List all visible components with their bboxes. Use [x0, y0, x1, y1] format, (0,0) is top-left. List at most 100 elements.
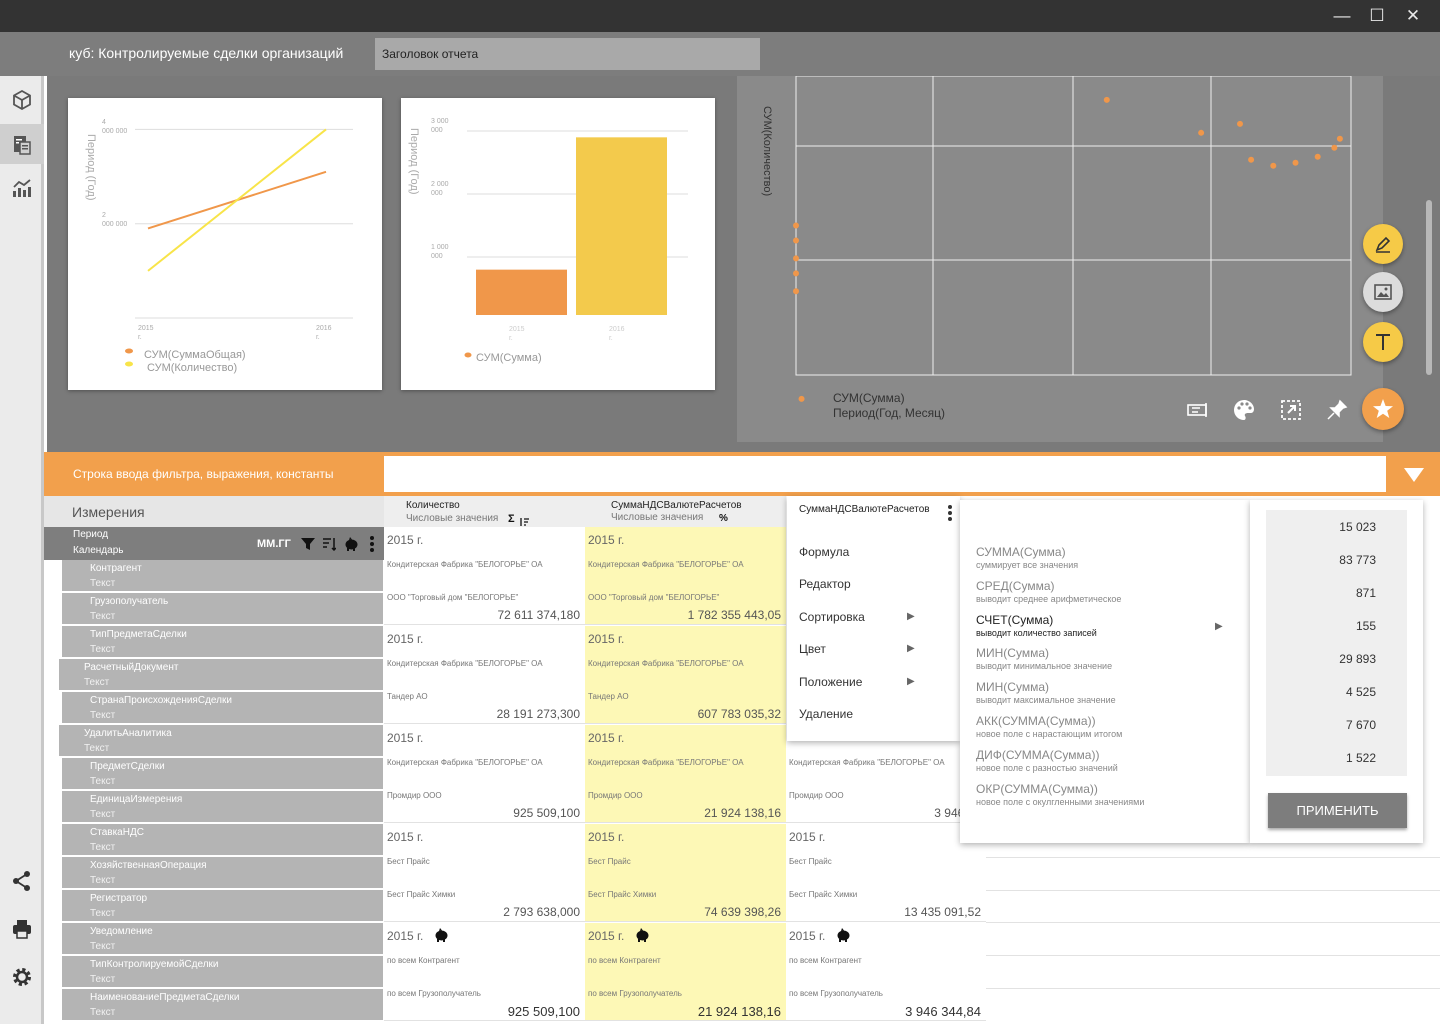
dimension-row[interactable]: СтранаПроисхожденияСделки Текст — [62, 692, 383, 724]
value-item[interactable]: 15 023 — [1339, 520, 1376, 534]
label-toggle-icon[interactable] — [1186, 400, 1212, 420]
grid-cell[interactable]: 2015 г. Кондитерская Фабрика "БЕЛОГОРЬЕ" … — [384, 725, 585, 823]
value-item[interactable]: 29 893 — [1339, 652, 1376, 666]
period-format[interactable]: ММ.ГГ — [257, 538, 291, 550]
dimension-row[interactable]: ЕдиницаИзмерения Текст — [62, 791, 383, 823]
aggregate-option[interactable]: АКК(СУММА(Сумма)) — [976, 714, 1096, 728]
aggregate-option[interactable]: МИН(Сумма) — [976, 680, 1049, 695]
text-fab[interactable] — [1363, 322, 1403, 362]
context-menu-item[interactable]: Удаление — [799, 707, 854, 721]
scatter-point[interactable] — [793, 222, 799, 229]
context-menu-item[interactable]: Цвет — [799, 642, 826, 656]
scatter-point[interactable] — [793, 255, 799, 262]
scatter-point[interactable] — [1237, 120, 1243, 127]
close-icon[interactable]: ✕ — [1405, 6, 1421, 25]
report-title-input[interactable] — [375, 38, 760, 70]
dimension-row[interactable]: ТипКонтролируемойСделки Текст — [62, 956, 383, 988]
column-header-vat[interactable]: СуммаНДСВалютеРасчетов Числовые значения… — [584, 496, 786, 527]
grid-cell[interactable]: 2015 г. Кондитерская Фабрика "БЕЛОГОРЬЕ" … — [585, 527, 786, 625]
scatter-point[interactable] — [1292, 159, 1299, 166]
dimension-row[interactable]: ТипПредметаСделки Текст — [62, 626, 383, 658]
dimension-row[interactable]: СтавкаНДС Текст — [62, 824, 383, 856]
dimension-period[interactable]: Период Календарь ММ.ГГ — [44, 527, 384, 560]
grid-cell[interactable]: 2015 г. Кондитерская Фабрика "БЕЛОГОРЬЕ" … — [384, 527, 585, 625]
minimize-icon[interactable]: — — [1333, 6, 1351, 25]
percent-badge[interactable]: % — [719, 513, 728, 524]
grid-cell[interactable]: 2015 г. по всем Контрагент по всем Грузопо… — [384, 923, 585, 1021]
values-list[interactable]: 15 023 83 773 871 155 29 893 4 525 7 670 1 522 — [1266, 510, 1407, 776]
grid-cell[interactable]: 2015 г. по всем Контрагент по всем Грузопо… — [786, 923, 986, 1021]
grid-cell[interactable]: 2015 г. Бест Прайс Бест Прайс Химки 2 793 6… — [384, 824, 585, 922]
dimension-row[interactable]: УдалитьАналитика Текст — [59, 725, 383, 757]
apply-button[interactable]: ПРИМЕНИТЬ — [1268, 793, 1407, 828]
palette-icon[interactable] — [1233, 399, 1255, 421]
select-area-icon[interactable] — [1280, 399, 1302, 421]
image-fab[interactable] — [1363, 272, 1403, 312]
dimension-row[interactable]: Регистратор Текст — [62, 890, 383, 922]
piggy-bank-icon[interactable] — [344, 537, 359, 556]
column-header-quantity[interactable]: Количество Числовые значения Σ — [384, 496, 584, 527]
value-item[interactable]: 1 522 — [1345, 751, 1376, 765]
favorite-fab[interactable] — [1362, 388, 1404, 430]
grid-cell[interactable]: 2015 г. по всем Контрагент по всем Грузопо… — [585, 923, 786, 1021]
filter-icon[interactable] — [301, 538, 315, 556]
aggregate-option[interactable]: ДИФ(СУММА(Сумма)) — [976, 747, 1100, 762]
context-menu-item[interactable]: Редактор — [799, 577, 851, 591]
sum-badge[interactable]: Σ — [508, 513, 515, 525]
scatter-point[interactable] — [793, 288, 799, 295]
aggregate-option[interactable]: ОКР(СУММА(Сумма)) — [976, 781, 1098, 796]
more-vertical-icon[interactable] — [369, 535, 375, 558]
scatter-point[interactable] — [793, 237, 799, 244]
dimension-row[interactable]: НаименованиеПредметаСделки Текст — [62, 989, 383, 1021]
scatter-point[interactable] — [1314, 153, 1321, 160]
bar[interactable] — [476, 269, 567, 315]
aggregate-option[interactable]: МИН(Сумма) — [976, 646, 1049, 661]
nav-share[interactable] — [0, 861, 44, 901]
scatter-point[interactable] — [1198, 129, 1205, 136]
vertical-scrollbar[interactable] — [1426, 200, 1432, 375]
scatter-point[interactable] — [1103, 96, 1110, 103]
maximize-icon[interactable]: ☐ — [1369, 6, 1385, 25]
dimension-row[interactable]: Уведомление Текст — [62, 923, 383, 955]
nav-analytics[interactable] — [0, 168, 44, 208]
grid-cell[interactable]: 2015 г. Кондитерская Фабрика "БЕЛОГОРЬЕ" … — [384, 626, 585, 724]
nav-cube[interactable] — [0, 80, 44, 120]
filter-dropdown-icon[interactable] — [1404, 468, 1424, 482]
scatter-point[interactable] — [798, 395, 805, 402]
filter-input[interactable] — [384, 456, 1386, 492]
line-chart-card[interactable]: Период (Год) 4 000 000 2 000 000 2015 г. 2016… — [68, 98, 382, 390]
context-menu-item[interactable]: Положение — [799, 675, 863, 689]
grid-cell[interactable]: 2015 г. Кондитерская Фабрика "БЕЛОГОРЬЕ" … — [585, 626, 786, 724]
value-item[interactable]: 871 — [1355, 586, 1376, 600]
value-item[interactable]: 7 670 — [1345, 718, 1376, 732]
context-menu-item[interactable]: Формула — [799, 545, 850, 559]
grid-cell[interactable]: 2015 г. Кондитерская Фабрика "БЕЛОГОРЬЕ" … — [585, 725, 786, 823]
edit-fab[interactable] — [1363, 224, 1403, 264]
scatter-point[interactable] — [1248, 156, 1255, 163]
scatter-point[interactable] — [1331, 144, 1338, 151]
aggregate-option[interactable]: СЧЕТ(Сумма) — [976, 612, 1054, 627]
dimension-row[interactable]: РасчетныйДокумент Текст — [59, 659, 383, 691]
value-item[interactable]: 83 773 — [1339, 553, 1376, 567]
grid-cell[interactable]: Кондитерская Фабрика "БЕЛОГОРЬЕ" ОА Промд… — [786, 725, 986, 823]
grid-cell[interactable]: 2015 г. Бест Прайс Бест Прайс Химки 74 639 … — [585, 824, 786, 922]
nav-report[interactable] — [0, 124, 44, 164]
bar-chart-card[interactable]: Период (Год) 3 000 000 2 000 000 1 000 000 2015… — [401, 98, 715, 390]
pin-icon[interactable] — [1326, 399, 1348, 421]
scatter-point[interactable] — [1270, 162, 1277, 169]
more-vertical-icon[interactable] — [947, 504, 953, 527]
scatter-point[interactable] — [1336, 135, 1343, 142]
context-menu-item[interactable]: Сортировка — [799, 610, 865, 624]
bar[interactable] — [576, 137, 667, 315]
value-item[interactable]: 155 — [1355, 619, 1376, 633]
grid-cell[interactable]: 2015 г. Бест Прайс Бест Прайс Химки 13 435 … — [786, 824, 986, 922]
dimension-row[interactable]: ХозяйственнаяОперация Текст — [62, 857, 383, 889]
aggregate-option[interactable]: СУММА(Сумма) — [976, 545, 1066, 559]
nav-print[interactable] — [0, 909, 44, 949]
sort-icon[interactable] — [520, 514, 530, 532]
sort-icon[interactable] — [322, 537, 337, 556]
aggregate-option[interactable]: СРЕД(Сумма) — [976, 578, 1055, 593]
dimension-row[interactable]: Контрагент Текст — [62, 560, 383, 592]
value-item[interactable]: 4 525 — [1345, 685, 1376, 699]
scatter-chart-panel[interactable]: СУМ(Количество) СУМ(Сумма) Период(Год, Мес… — [737, 75, 1383, 442]
